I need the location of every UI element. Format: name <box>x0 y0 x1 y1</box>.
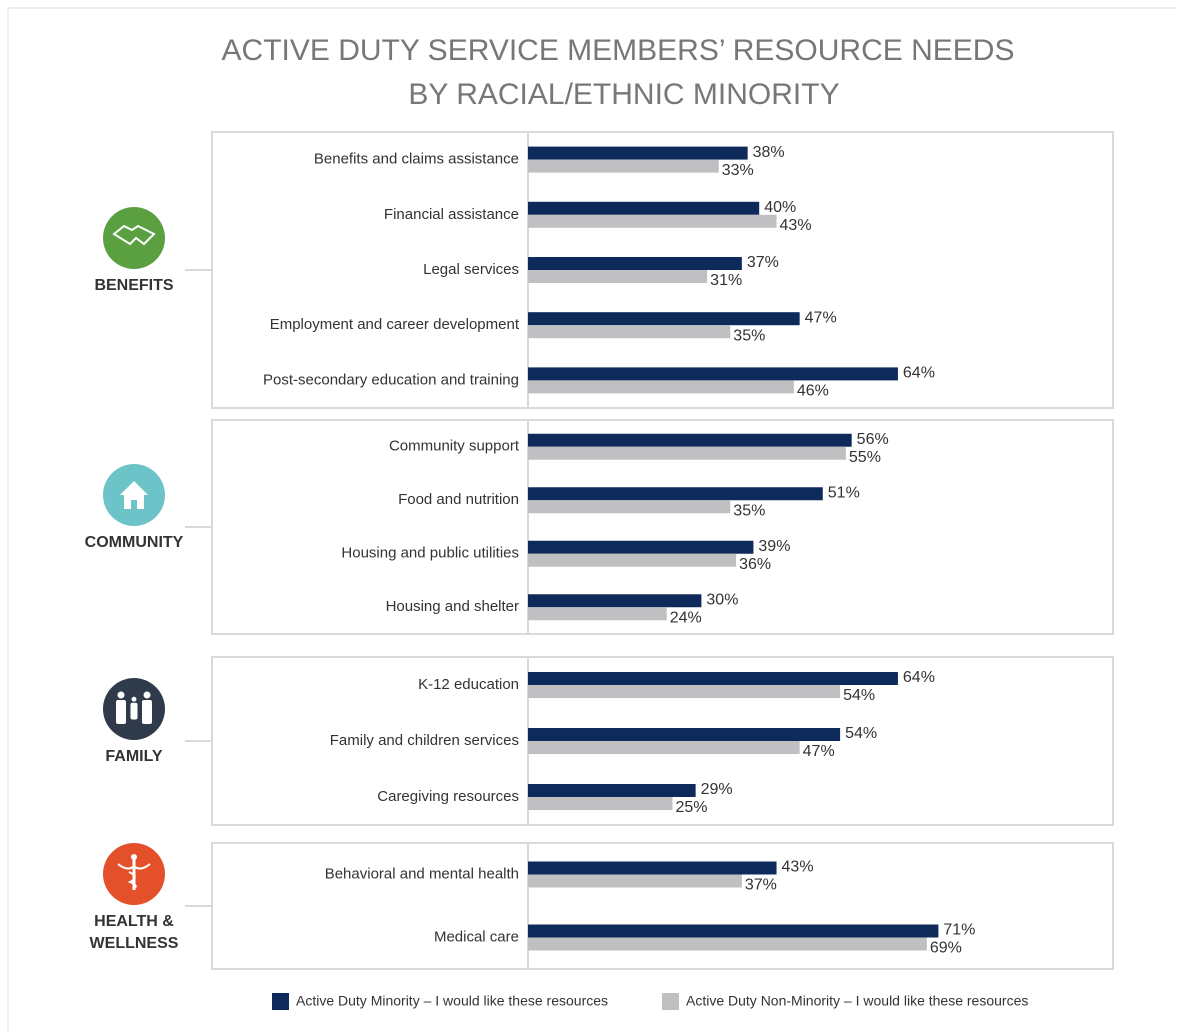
icon-glyph <box>130 702 138 720</box>
bar <box>528 159 719 173</box>
group-label: FAMILY <box>105 748 163 765</box>
group-label: HEALTH & WELLNESS <box>89 913 179 952</box>
bar <box>528 367 898 381</box>
value-label: 30% <box>706 591 738 608</box>
category-label: Behavioral and mental health <box>325 865 519 882</box>
value-label: 39% <box>758 538 790 555</box>
value-label: 38% <box>753 144 785 161</box>
value-label: 25% <box>676 799 708 816</box>
bar <box>528 325 731 339</box>
bar <box>528 874 742 888</box>
value-label: 64% <box>903 365 935 382</box>
value-label: 33% <box>722 162 754 179</box>
bar <box>528 380 794 394</box>
value-label: 54% <box>843 687 875 704</box>
icon-glyph <box>117 863 151 889</box>
value-label: 35% <box>733 327 765 344</box>
category-label: Community support <box>389 438 520 455</box>
category-label: Housing and public utilities <box>341 545 519 562</box>
value-label: 54% <box>845 725 877 742</box>
value-label: 36% <box>739 556 771 573</box>
bar <box>528 924 939 938</box>
icon-glyph <box>142 700 152 724</box>
legend-swatch <box>662 993 679 1010</box>
bar <box>528 594 702 608</box>
value-label: 24% <box>670 609 702 626</box>
value-label: 31% <box>710 272 742 289</box>
bar <box>528 741 800 754</box>
bar <box>528 146 748 160</box>
bar <box>528 270 708 283</box>
bar <box>528 312 800 326</box>
bar <box>528 937 927 951</box>
icon-glyph <box>112 224 156 246</box>
category-label: Employment and career development <box>270 316 520 333</box>
value-label: 29% <box>701 781 733 798</box>
icon-glyph <box>117 691 125 699</box>
category-label: Caregiving resources <box>377 788 519 805</box>
bar <box>528 861 777 875</box>
icon-glyph <box>131 696 137 702</box>
bar <box>528 728 841 741</box>
category-label: Medical care <box>434 928 519 945</box>
group-label: BENEFITS <box>94 277 174 294</box>
frame <box>7 7 1177 1032</box>
value-label: 46% <box>797 383 829 400</box>
value-label: 55% <box>849 449 881 466</box>
bar <box>528 540 754 554</box>
category-label: Financial assistance <box>384 206 519 223</box>
value-label: 71% <box>943 922 975 939</box>
value-label: 47% <box>805 309 837 326</box>
value-label: 51% <box>828 484 860 501</box>
value-label: 43% <box>780 217 812 234</box>
group-icon <box>103 207 165 269</box>
bar <box>528 672 898 685</box>
bar <box>528 784 696 797</box>
category-label: Post-secondary education and training <box>263 371 519 388</box>
category-label: Legal services <box>423 261 519 278</box>
bar <box>528 446 846 460</box>
icon-glyph <box>143 691 151 699</box>
bar <box>528 487 823 501</box>
bar <box>528 201 760 215</box>
value-label: 35% <box>733 502 765 519</box>
value-label: 47% <box>803 743 835 760</box>
legend-label: Active Duty Minority – I would like thes… <box>296 993 608 1009</box>
bar <box>528 607 667 621</box>
chart-title: BY RACIAL/ETHNIC MINORITY <box>408 78 839 111</box>
chart-title: ACTIVE DUTY SERVICE MEMBERS’ RESOURCE NE… <box>222 34 1015 67</box>
value-label: 64% <box>903 669 935 686</box>
bar <box>528 685 841 698</box>
category-label: K-12 education <box>418 676 519 693</box>
bar <box>528 553 737 567</box>
legend-swatch <box>272 993 289 1010</box>
icon-glyph <box>120 481 148 509</box>
group-label: COMMUNITY <box>84 534 184 551</box>
value-label: 69% <box>930 940 962 957</box>
bar <box>528 433 852 447</box>
icon-glyph <box>131 854 137 860</box>
bar <box>528 257 742 270</box>
category-label: Benefits and claims assistance <box>314 151 519 168</box>
value-label: 37% <box>745 877 777 894</box>
value-label: 56% <box>857 431 889 448</box>
legend-label: Active Duty Non-Minority – I would like … <box>686 993 1028 1009</box>
icon-glyph <box>116 700 126 724</box>
category-label: Family and children services <box>330 732 519 749</box>
bar <box>528 797 673 810</box>
value-label: 40% <box>764 199 796 216</box>
category-label: Food and nutrition <box>398 491 519 508</box>
bar <box>528 214 777 228</box>
bar <box>528 500 731 514</box>
value-label: 37% <box>747 254 779 271</box>
category-label: Housing and shelter <box>386 598 519 615</box>
value-label: 43% <box>782 859 814 876</box>
